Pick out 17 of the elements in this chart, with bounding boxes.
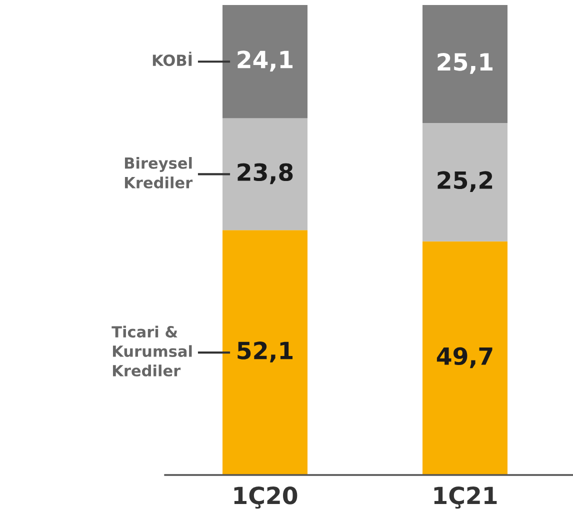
data-label: 23,8	[238, 163, 293, 184]
bar	[422, 122, 508, 242]
data-label: 24,1	[238, 50, 293, 72]
x-tick-label: 1Ç21	[434, 486, 497, 509]
data-label: 52,1	[238, 342, 293, 362]
data-label: 25,2	[438, 171, 492, 192]
bar	[422, 5, 508, 123]
bar	[222, 5, 308, 118]
data-label: 49,7	[436, 347, 492, 368]
bar	[222, 118, 308, 230]
series-label: Bireysel Krediler	[124, 157, 193, 188]
text: KOBİ	[152, 52, 192, 66]
bar	[422, 241, 508, 475]
data-label: 25,1	[438, 52, 493, 74]
x-tick-label: 1Ç20	[234, 486, 298, 509]
bar	[222, 230, 308, 475]
text: Ticari & Kurumsal Krediler	[112, 326, 192, 376]
